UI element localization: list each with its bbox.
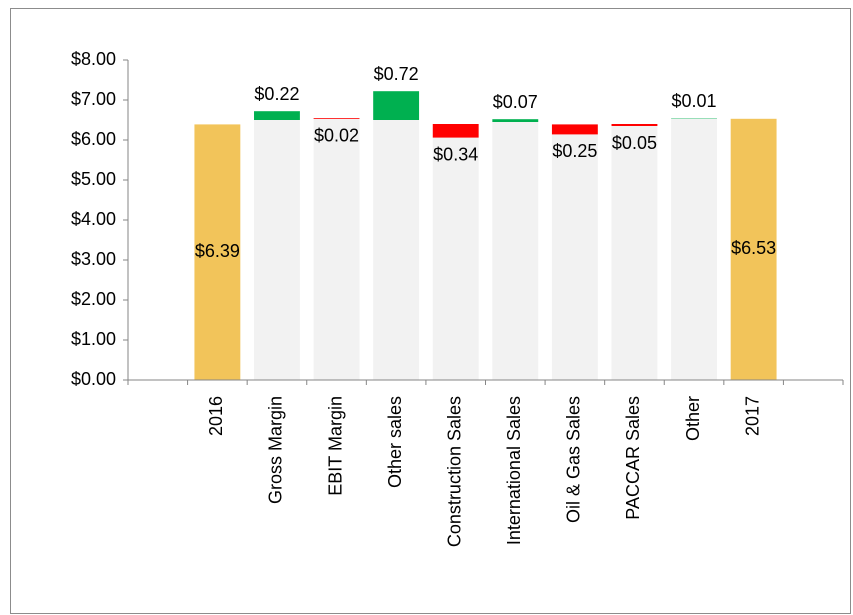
bar [611, 126, 658, 380]
value-label: $0.07 [493, 92, 538, 112]
value-label: $0.05 [612, 133, 657, 153]
bar [671, 118, 717, 381]
value-label: $0.22 [254, 84, 299, 104]
x-tick-label: Gross Margin [266, 396, 286, 504]
y-tick-label: $5.00 [71, 169, 116, 189]
x-tick-label: PACCAR Sales [623, 396, 643, 520]
bar [194, 124, 241, 381]
value-label: $6.39 [195, 241, 240, 261]
bar [432, 124, 479, 138]
x-tick-label: Oil & Gas Sales [564, 396, 584, 523]
bar [254, 120, 300, 380]
x-tick-label: International Sales [504, 396, 524, 545]
bar [492, 122, 539, 380]
bar [611, 124, 658, 126]
x-tick-label: EBIT Margin [325, 396, 345, 496]
bar [313, 118, 360, 381]
bar [730, 118, 777, 381]
y-tick-label: $1.00 [71, 329, 116, 349]
value-label: $0.01 [672, 91, 717, 111]
y-tick-label: $3.00 [71, 249, 116, 269]
y-tick-label: $0.00 [71, 369, 116, 389]
value-label: $6.53 [731, 238, 776, 258]
bar [551, 124, 598, 135]
bar [373, 120, 420, 380]
x-tick-label: Other [683, 396, 703, 441]
x-tick-label: 2016 [206, 396, 226, 436]
bar [254, 111, 300, 120]
chart-frame [10, 8, 851, 614]
bar [492, 119, 539, 122]
bar [551, 134, 598, 380]
x-tick-label: Other sales [385, 396, 405, 488]
value-label: $0.34 [433, 144, 478, 164]
y-tick-label: $2.00 [71, 289, 116, 309]
bar [313, 118, 360, 119]
bar [432, 137, 479, 380]
x-tick-label: 2017 [742, 396, 762, 436]
x-tick-label: Construction Sales [444, 396, 464, 547]
value-label: $0.02 [314, 126, 359, 146]
y-tick-label: $8.00 [71, 49, 116, 69]
value-label: $0.72 [374, 64, 419, 84]
bar [373, 91, 420, 120]
y-tick-label: $7.00 [71, 89, 116, 109]
value-label: $0.25 [552, 141, 597, 161]
y-tick-label: $4.00 [71, 209, 116, 229]
y-tick-label: $6.00 [71, 129, 116, 149]
